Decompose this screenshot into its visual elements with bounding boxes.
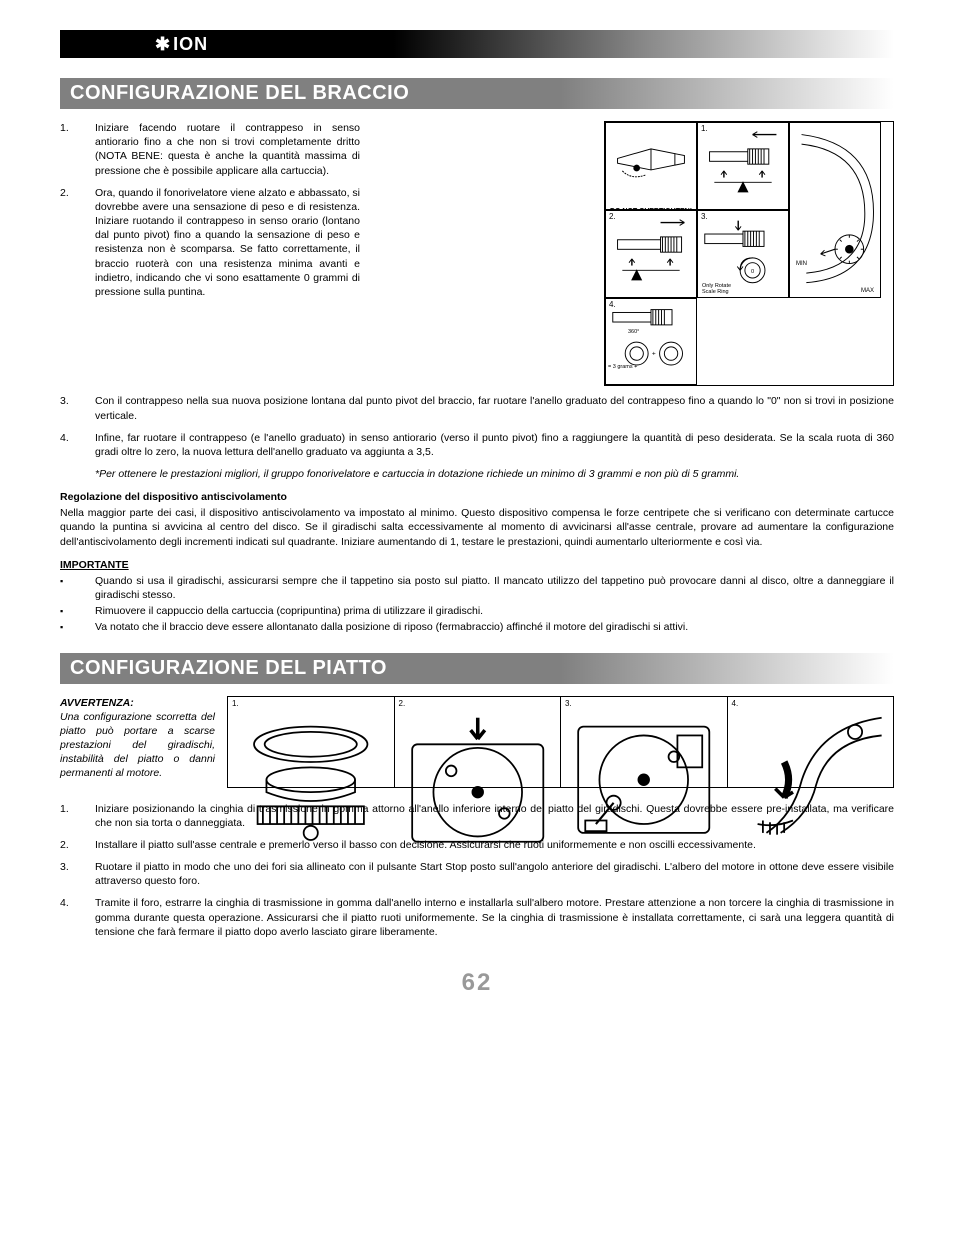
platter-step-3: Ruotare il piatto in modo che uno dei fo… — [60, 860, 894, 888]
fig-cell-headshell: DO NOT OVERTIGHTEN! — [605, 122, 697, 210]
section-title-platter: CONFIGURAZIONE DEL PIATTO — [60, 653, 894, 684]
fig-num-4: 4. — [609, 300, 616, 309]
tonearm-step1-icon — [700, 125, 786, 201]
section-title-arm: CONFIGURAZIONE DEL BRACCIO — [60, 78, 894, 109]
platter-warning-text: AVVERTENZA: Una configurazione scorretta… — [60, 696, 215, 781]
platter-fig-4: 4. — [728, 697, 894, 787]
fig4-360: 360° — [628, 329, 639, 335]
platter-fig-3: 3. — [561, 697, 728, 787]
antiskate-para: Nella maggior parte dei casi, il disposi… — [60, 506, 894, 549]
platter-step-4: Tramite il foro, estrarre la cinghia di … — [60, 896, 894, 939]
fig-cell-1: 1. — [697, 122, 789, 210]
platter-figure-row: 1. 2. — [227, 696, 894, 788]
arm-step-3: Con il contrappeso nella sua nuova posiz… — [60, 394, 894, 422]
fig-min: MIN — [796, 261, 807, 267]
svg-text:0: 0 — [751, 269, 754, 275]
platter-warning-row: AVVERTENZA: Una configurazione scorretta… — [60, 696, 894, 788]
fig-cell-2: 2. — [605, 210, 697, 298]
arm-step-1: Iniziare facendo ruotare il contrappeso … — [60, 121, 360, 178]
antiskate-heading: Regolazione del dispositivo antiscivolam… — [60, 491, 894, 503]
tonearm-step2-icon — [608, 213, 694, 289]
arm-setup-figure: DO NOT OVERTIGHTEN! 1. — [604, 121, 894, 386]
logo-star-icon: ✱ — [155, 34, 170, 55]
page-number: 62 — [60, 969, 894, 997]
fig-num-3: 3. — [701, 212, 708, 221]
arm-note: *Per ottenere le prestazioni migliori, i… — [60, 467, 894, 481]
platter-fig-1: 1. — [228, 697, 395, 787]
fig3-caption: Only RotateScale Ring — [702, 284, 731, 295]
platter-step-1: Iniziare posizionando la cinghia di tras… — [60, 802, 894, 830]
fig4-3g: = 3 grams + — [608, 364, 637, 370]
arm-step-4: Infine, far ruotare il contrappeso (e l'… — [60, 431, 894, 459]
header-bar: ✱ ION — [60, 30, 894, 58]
svg-text:+: + — [652, 350, 656, 357]
fig-max: MAX — [861, 288, 874, 294]
headshell-icon — [608, 125, 694, 201]
important-item-2: Rimuovere il cappuccio della cartuccia (… — [60, 604, 894, 618]
platter-step-2: Installare il piatto sull'asse centrale … — [60, 838, 894, 852]
important-item-1: Quando si usa il giradischi, assicurarsi… — [60, 574, 894, 602]
important-heading: IMPORTANTE — [60, 559, 894, 571]
platter-fig-2: 2. — [395, 697, 562, 787]
platter-setup-list: Iniziare posizionando la cinghia di tras… — [60, 802, 894, 939]
fig-cell-4: 4. + 360° = 3 — [605, 298, 697, 385]
content-area: CONFIGURAZIONE DEL BRACCIO DO NOT OVERTI — [60, 78, 894, 997]
warning-body: Una configurazione scorretta del piatto … — [60, 711, 215, 780]
fig-num-1: 1. — [701, 124, 708, 133]
important-item-3: Va notato che il braccio deve essere all… — [60, 620, 894, 634]
page: ✱ ION CONFIGURAZIONE DEL BRACCIO — [0, 0, 954, 1037]
fig-cell-platter: MIN MAX — [789, 122, 881, 298]
important-list: Quando si usa il giradischi, assicurarsi… — [60, 574, 894, 635]
logo-text: ION — [173, 34, 208, 55]
warning-title: AVVERTENZA: — [60, 697, 134, 709]
fig-num-2: 2. — [609, 212, 616, 221]
tonearm-step3-icon: 0 — [700, 213, 786, 289]
arm-step-2: Ora, quando il fonorivelatore viene alza… — [60, 186, 360, 299]
brand-logo: ✱ ION — [155, 34, 208, 55]
fig-cell-3: 3. 0 — [697, 210, 789, 298]
